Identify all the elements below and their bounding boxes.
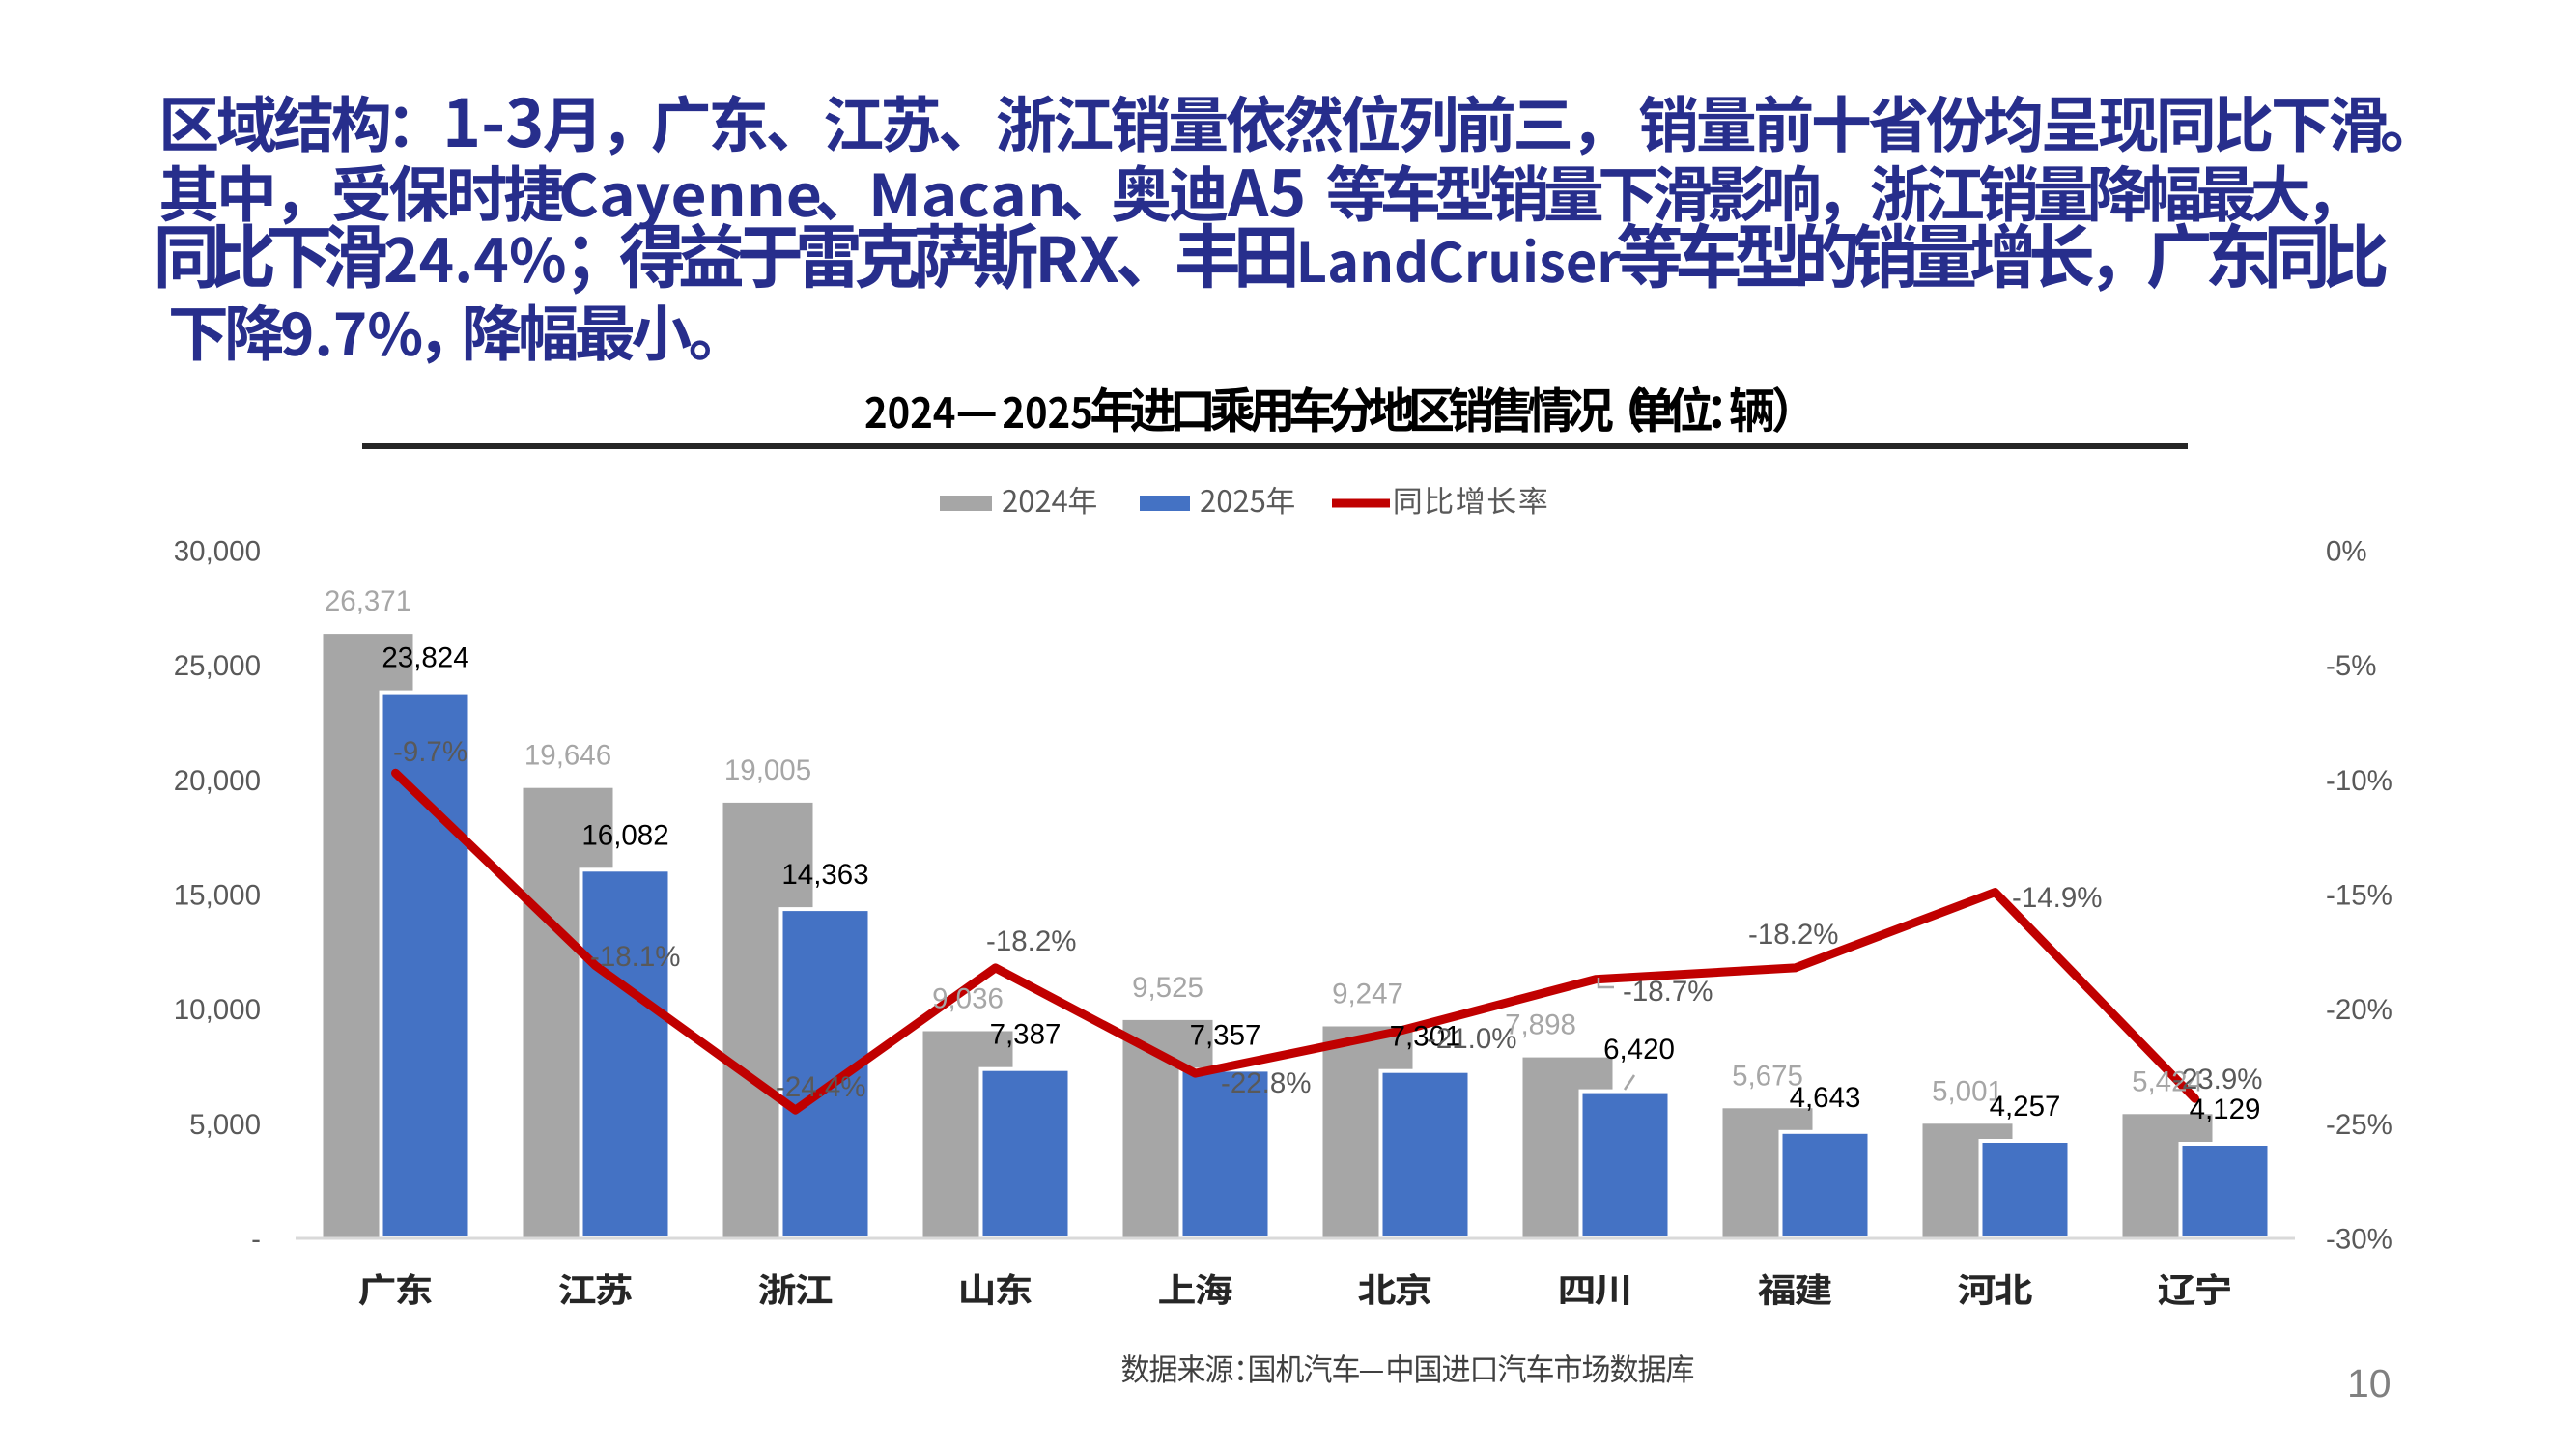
- svg-text:7,301: 7,301: [1390, 1021, 1461, 1053]
- svg-text:9,247: 9,247: [1332, 979, 1403, 1010]
- svg-text:6,420: 6,420: [1603, 1034, 1675, 1065]
- svg-text:4,129: 4,129: [2190, 1094, 2261, 1125]
- svg-text:26,371: 26,371: [325, 585, 411, 617]
- svg-text:25,000: 25,000: [174, 650, 261, 682]
- svg-text:10,000: 10,000: [174, 994, 261, 1026]
- svg-text:-20%: -20%: [2326, 994, 2392, 1026]
- svg-text:19,646: 19,646: [524, 740, 611, 772]
- svg-text:20,000: 20,000: [174, 765, 261, 797]
- svg-text:10: 10: [2347, 1361, 2392, 1406]
- svg-text:-10%: -10%: [2326, 765, 2392, 797]
- svg-text:-24.4%: -24.4%: [776, 1071, 865, 1103]
- svg-text:7,898: 7,898: [1505, 1009, 1576, 1041]
- svg-text:9,525: 9,525: [1132, 972, 1203, 1004]
- svg-text:5,000: 5,000: [189, 1109, 261, 1141]
- svg-text:9,036: 9,036: [932, 983, 1004, 1015]
- svg-text:5,001: 5,001: [1932, 1075, 2003, 1107]
- svg-text:7,387: 7,387: [990, 1019, 1062, 1051]
- svg-text:5,424: 5,424: [2132, 1065, 2203, 1097]
- svg-text:15,000: 15,000: [174, 880, 261, 912]
- svg-text:-18.2%: -18.2%: [986, 925, 1076, 957]
- svg-text:-30%: -30%: [2326, 1224, 2392, 1256]
- svg-text:5,675: 5,675: [1732, 1060, 1803, 1092]
- svg-text:-: -: [251, 1224, 261, 1256]
- svg-text:-18.2%: -18.2%: [1748, 919, 1838, 951]
- svg-text:16,082: 16,082: [581, 819, 668, 851]
- svg-text:7,357: 7,357: [1190, 1019, 1261, 1051]
- svg-text:-23.9%: -23.9%: [2172, 1064, 2262, 1095]
- svg-text:-5%: -5%: [2326, 650, 2376, 682]
- svg-text:0%: 0%: [2326, 536, 2367, 568]
- svg-text:-15%: -15%: [2326, 880, 2392, 912]
- svg-text:4,257: 4,257: [1990, 1091, 2061, 1122]
- svg-text:-18.1%: -18.1%: [590, 941, 680, 973]
- svg-text:-25%: -25%: [2326, 1109, 2392, 1141]
- svg-text:4,643: 4,643: [1790, 1082, 1861, 1114]
- svg-text:19,005: 19,005: [724, 754, 811, 786]
- svg-text:-22.8%: -22.8%: [1221, 1067, 1311, 1099]
- svg-text:-21.0%: -21.0%: [1427, 1023, 1516, 1055]
- svg-text:23,824: 23,824: [382, 642, 468, 674]
- svg-text:-9.7%: -9.7%: [393, 736, 467, 768]
- svg-text:14,363: 14,363: [781, 859, 868, 891]
- svg-text:30,000: 30,000: [174, 536, 261, 568]
- svg-text:-14.9%: -14.9%: [2012, 882, 2102, 914]
- svg-text:-18.7%: -18.7%: [1623, 976, 1713, 1008]
